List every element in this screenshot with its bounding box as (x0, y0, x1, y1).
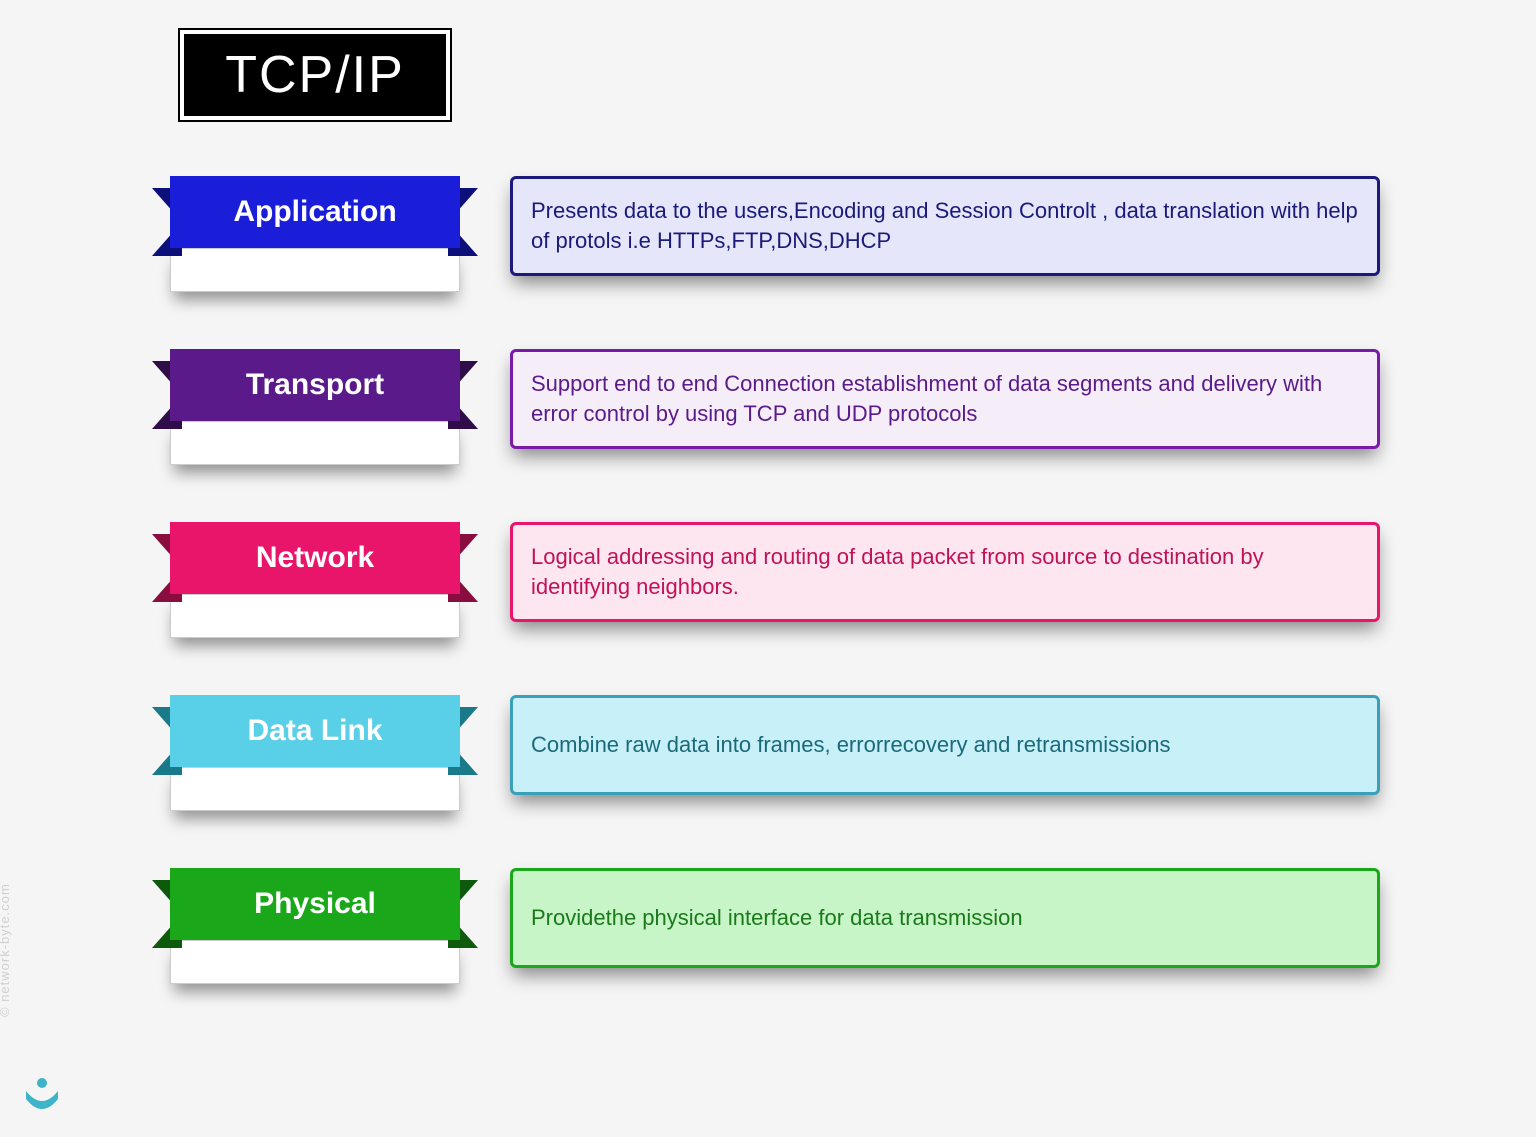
description-transport: Support end to end Connection establishm… (510, 349, 1380, 449)
layer-row-transport: Transport Support end to end Connection … (0, 331, 1536, 496)
title-text: TCP/IP (225, 45, 405, 105)
description-text: Combine raw data into frames, errorrecov… (531, 730, 1170, 760)
ribbon-label: Physical (170, 868, 460, 940)
ribbon-application: Application (170, 176, 460, 248)
ribbon-physical: Physical (170, 868, 460, 940)
ribbon-under (170, 421, 460, 465)
ribbon-under (170, 767, 460, 811)
watermark-text: © network-byte.com (0, 883, 12, 1017)
layer-row-datalink: Data Link Combine raw data into frames, … (0, 677, 1536, 842)
ribbon-label: Application (170, 176, 460, 248)
description-text: Logical addressing and routing of data p… (531, 542, 1359, 601)
title-box: TCP/IP (180, 30, 450, 120)
ribbon-label: Transport (170, 349, 460, 421)
description-physical: Providethe physical interface for data t… (510, 868, 1380, 968)
description-application: Presents data to the users,Encoding and … (510, 176, 1380, 276)
ribbon-under (170, 594, 460, 638)
ribbon-network: Network (170, 522, 460, 594)
ribbon-under (170, 248, 460, 292)
description-text: Providethe physical interface for data t… (531, 903, 1023, 933)
ribbon-label: Network (170, 522, 460, 594)
description-text: Presents data to the users,Encoding and … (531, 196, 1359, 255)
layer-row-physical: Physical Providethe physical interface f… (0, 850, 1536, 1015)
ribbon-label: Data Link (170, 695, 460, 767)
description-text: Support end to end Connection establishm… (531, 369, 1359, 428)
description-network: Logical addressing and routing of data p… (510, 522, 1380, 622)
ribbon-under (170, 940, 460, 984)
ribbon-datalink: Data Link (170, 695, 460, 767)
description-datalink: Combine raw data into frames, errorrecov… (510, 695, 1380, 795)
logo-icon (18, 1071, 66, 1119)
layers-container: Application Presents data to the users,E… (0, 158, 1536, 1023)
layer-row-application: Application Presents data to the users,E… (0, 158, 1536, 323)
ribbon-transport: Transport (170, 349, 460, 421)
layer-row-network: Network Logical addressing and routing o… (0, 504, 1536, 669)
